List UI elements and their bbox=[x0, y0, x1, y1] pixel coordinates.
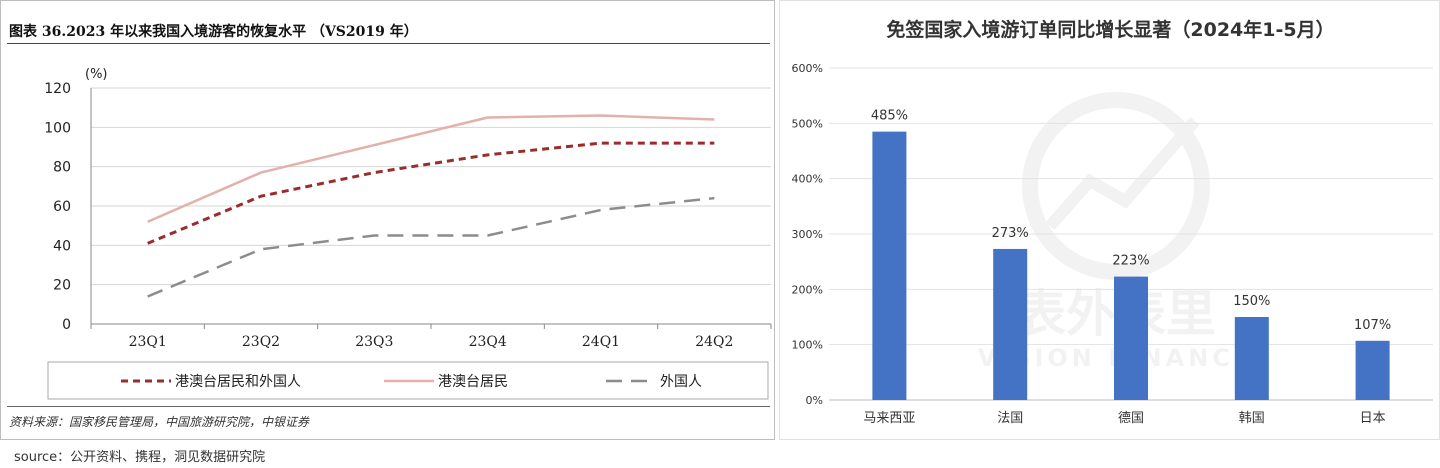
y-tick-label: 60 bbox=[53, 199, 71, 215]
legend-label: 外国人 bbox=[660, 374, 702, 390]
line-chart-panel: 图表 36.2023 年以来我国入境游客的恢复水平 （VS2019 年） 0 20… bbox=[0, 0, 775, 440]
bar-chart-title: 免签国家入境游订单同比增长显著（2024年1-5月） bbox=[886, 19, 1335, 41]
x-tick-label: 韩国 bbox=[1239, 411, 1265, 426]
line-chart: 0 20 40 60 80 100 120 (%) 23Q1 23Q2 23Q3 23Q4 24Q1 24… bbox=[44, 67, 772, 400]
y-tick-label: 120 bbox=[44, 81, 71, 97]
footer-source: source：公开资料、携程，洞见数据研究院 bbox=[14, 450, 266, 465]
x-tick-label: 马来西亚 bbox=[863, 411, 915, 426]
bar-chart: 表外表里VISION FINANCE0%100%200%300%400%500%… bbox=[792, 62, 1433, 426]
x-tick-label: 23Q2 bbox=[242, 334, 280, 350]
y-tick-label: 80 bbox=[53, 160, 71, 176]
title-rule bbox=[7, 43, 770, 44]
y-tick-label: 200% bbox=[792, 283, 823, 296]
bar bbox=[1114, 276, 1148, 400]
y-tick-label: 20 bbox=[53, 278, 71, 294]
x-tick-label: 日本 bbox=[1360, 411, 1386, 426]
watermark-trend bbox=[1045, 117, 1200, 230]
x-tick-label: 23Q3 bbox=[355, 334, 393, 350]
bar bbox=[1234, 317, 1269, 400]
series-line bbox=[147, 196, 715, 298]
line-chart-title: 图表 36.2023 年以来我国入境游客的恢复水平 （VS2019 年） bbox=[9, 24, 418, 40]
data-label: 223% bbox=[1112, 254, 1149, 269]
y-tick-label: 400% bbox=[792, 173, 823, 186]
data-label: 485% bbox=[871, 109, 908, 124]
legend-label: 港澳台居民 bbox=[438, 374, 508, 390]
bar-chart-panel: 免签国家入境游订单同比增长显著（2024年1-5月） 表外表里VISION FI… bbox=[779, 0, 1440, 440]
y-tick-label: 100 bbox=[44, 120, 71, 136]
bar bbox=[1355, 340, 1390, 400]
series-line bbox=[147, 141, 715, 245]
data-label: 273% bbox=[992, 226, 1029, 241]
y-tick-label: 300% bbox=[792, 228, 823, 241]
x-tick-label: 德国 bbox=[1118, 411, 1144, 426]
series-line bbox=[147, 114, 715, 223]
y-tick-label: 40 bbox=[53, 238, 71, 254]
x-tick-label: 23Q4 bbox=[469, 334, 507, 350]
legend-label: 港澳台居民和外国人 bbox=[175, 374, 301, 390]
y-tick-label: 500% bbox=[792, 117, 823, 130]
bar bbox=[993, 248, 1028, 400]
x-tick-label: 24Q1 bbox=[582, 334, 620, 350]
y-tick-label: 600% bbox=[792, 62, 823, 75]
line-chart-source: 资料来源：国家移民管理局，中国旅游研究院，中银证券 bbox=[9, 415, 310, 429]
x-tick-label: 24Q2 bbox=[695, 334, 733, 350]
watermark-ring bbox=[1022, 92, 1210, 280]
data-label: 107% bbox=[1354, 318, 1391, 333]
x-tick-label: 法国 bbox=[997, 411, 1023, 426]
data-label: 150% bbox=[1233, 294, 1270, 309]
y-tick-label: 0 bbox=[62, 317, 71, 333]
y-tick-label: 0% bbox=[806, 394, 823, 407]
y-tick-label: 100% bbox=[792, 339, 823, 352]
y-axis-unit: (%) bbox=[85, 67, 108, 82]
bar bbox=[872, 131, 907, 400]
x-tick-label: 23Q1 bbox=[129, 334, 167, 350]
source-rule bbox=[7, 406, 770, 407]
